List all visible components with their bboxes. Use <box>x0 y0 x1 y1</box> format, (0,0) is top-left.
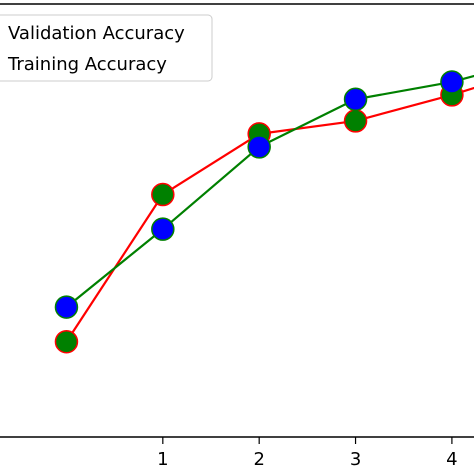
x-tick-label: 3 <box>350 449 361 470</box>
x-tick-label: 2 <box>253 449 264 470</box>
legend-box <box>0 14 213 82</box>
series-1-marker <box>343 87 368 112</box>
series-0-marker <box>343 109 368 133</box>
legend: Validation Accuracy Training Accuracy <box>0 14 213 82</box>
legend-label-training: Training Accuracy <box>7 54 167 75</box>
series-0-marker <box>54 329 79 354</box>
series-1-marker <box>54 295 79 319</box>
series-line-1 <box>65 74 474 308</box>
series-markers <box>54 70 464 354</box>
series-1-marker <box>440 70 464 94</box>
legend-label-validation: Validation Accuracy <box>8 23 185 44</box>
series-0-marker <box>151 182 175 207</box>
axes <box>0 3 474 438</box>
series-line-0 <box>65 86 474 343</box>
series-lines <box>65 74 474 343</box>
x-ticks: 1 2 3 4 <box>157 437 458 470</box>
series-1-marker <box>247 135 271 159</box>
x-tick-label: 4 <box>446 449 457 470</box>
x-tick-label: 1 <box>157 449 168 470</box>
series-1-marker <box>151 217 175 241</box>
